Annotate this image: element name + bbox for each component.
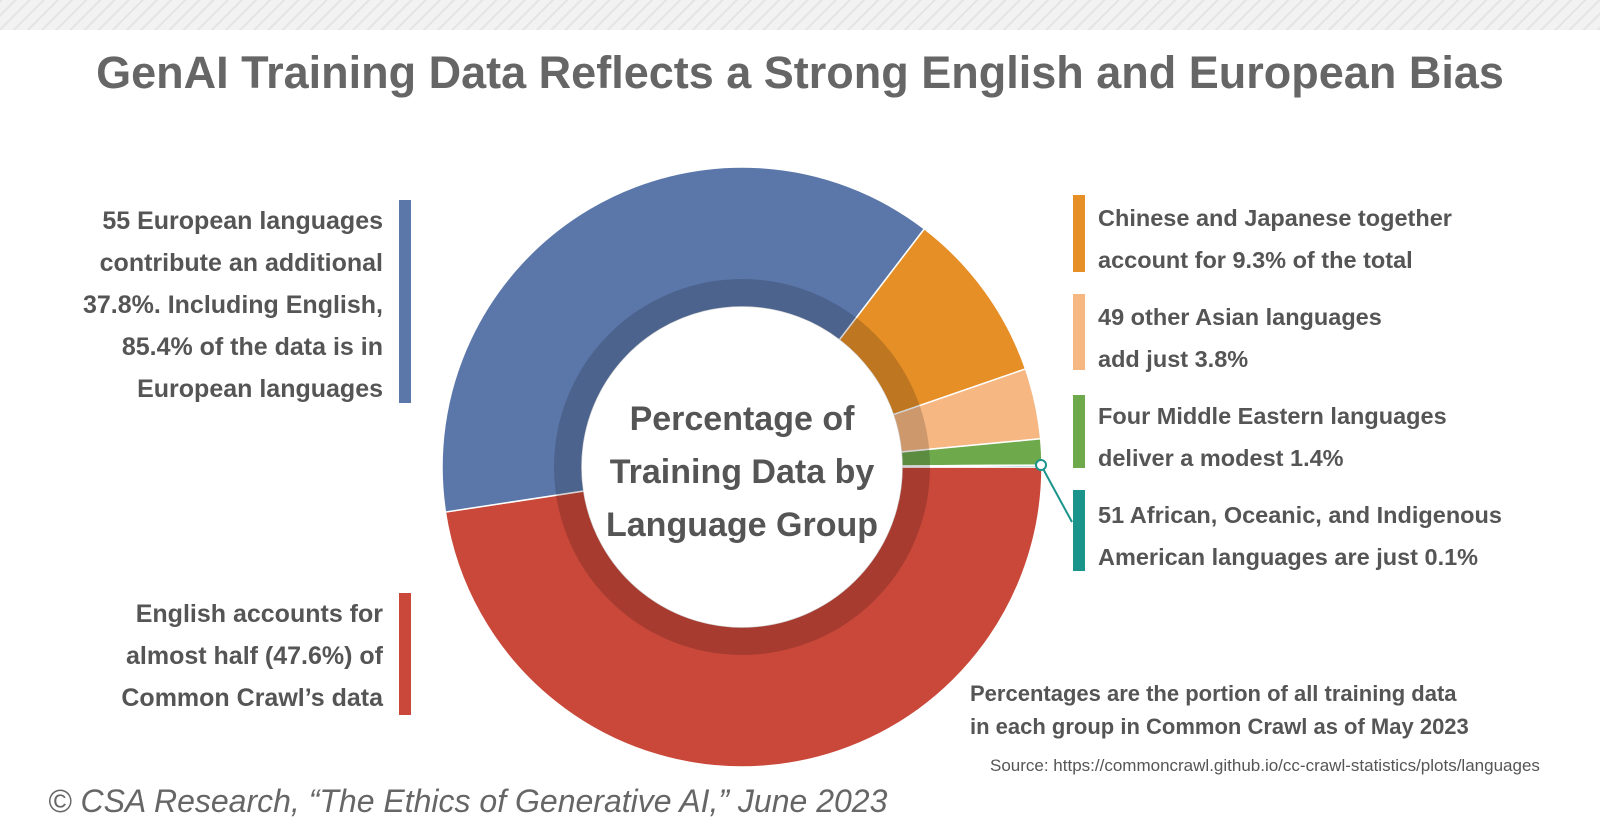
center-label: Language Group (606, 506, 878, 544)
annotation-text: 37.8%. Including English, (83, 291, 383, 319)
annotation-text: English accounts for (136, 600, 384, 628)
annotation-text: deliver a modest 1.4% (1098, 445, 1344, 471)
annotation-bar (1073, 395, 1085, 468)
copyright: © CSA Research, “The Ethics of Generativ… (48, 783, 888, 819)
leader-dot (1035, 459, 1047, 471)
header-band (0, 0, 1600, 30)
annotation-text: Chinese and Japanese together (1098, 205, 1452, 231)
annotation-text: almost half (47.6%) of (126, 642, 384, 670)
annotation-text: account for 9.3% of the total (1098, 247, 1413, 273)
annotation-bar (1073, 195, 1085, 272)
annotation-text: Four Middle Eastern languages (1098, 403, 1447, 429)
annotation-text: European languages (137, 375, 383, 403)
annotation-text: 85.4% of the data is in (122, 333, 383, 361)
annotation-bar (399, 200, 411, 403)
inner-shade (554, 279, 930, 655)
donut-hole (582, 307, 902, 627)
annotation-text: add just 3.8% (1098, 346, 1248, 372)
chart-title: GenAI Training Data Reflects a Strong En… (96, 47, 1504, 98)
source: Source: https://commoncrawl.github.io/cc… (990, 756, 1540, 775)
annotation-text: 55 European languages (102, 207, 383, 235)
center-label: Percentage of (630, 400, 856, 438)
annotation-text: 49 other Asian languages (1098, 304, 1382, 330)
annotation-text: American languages are just 0.1% (1098, 544, 1478, 570)
annotation-bar (1073, 294, 1085, 370)
annotation-bar (1073, 490, 1085, 571)
annotation-text: contribute an additional (100, 249, 383, 277)
center-label: Training Data by (610, 453, 875, 491)
note: in each group in Common Crawl as of May … (970, 714, 1469, 739)
note: Percentages are the portion of all train… (970, 681, 1457, 706)
annotation-text: Common Crawl’s data (121, 684, 384, 712)
leader-line (1040, 464, 1073, 523)
annotation-bar (399, 593, 411, 715)
annotation-text: 51 African, Oceanic, and Indigenous (1098, 502, 1502, 528)
